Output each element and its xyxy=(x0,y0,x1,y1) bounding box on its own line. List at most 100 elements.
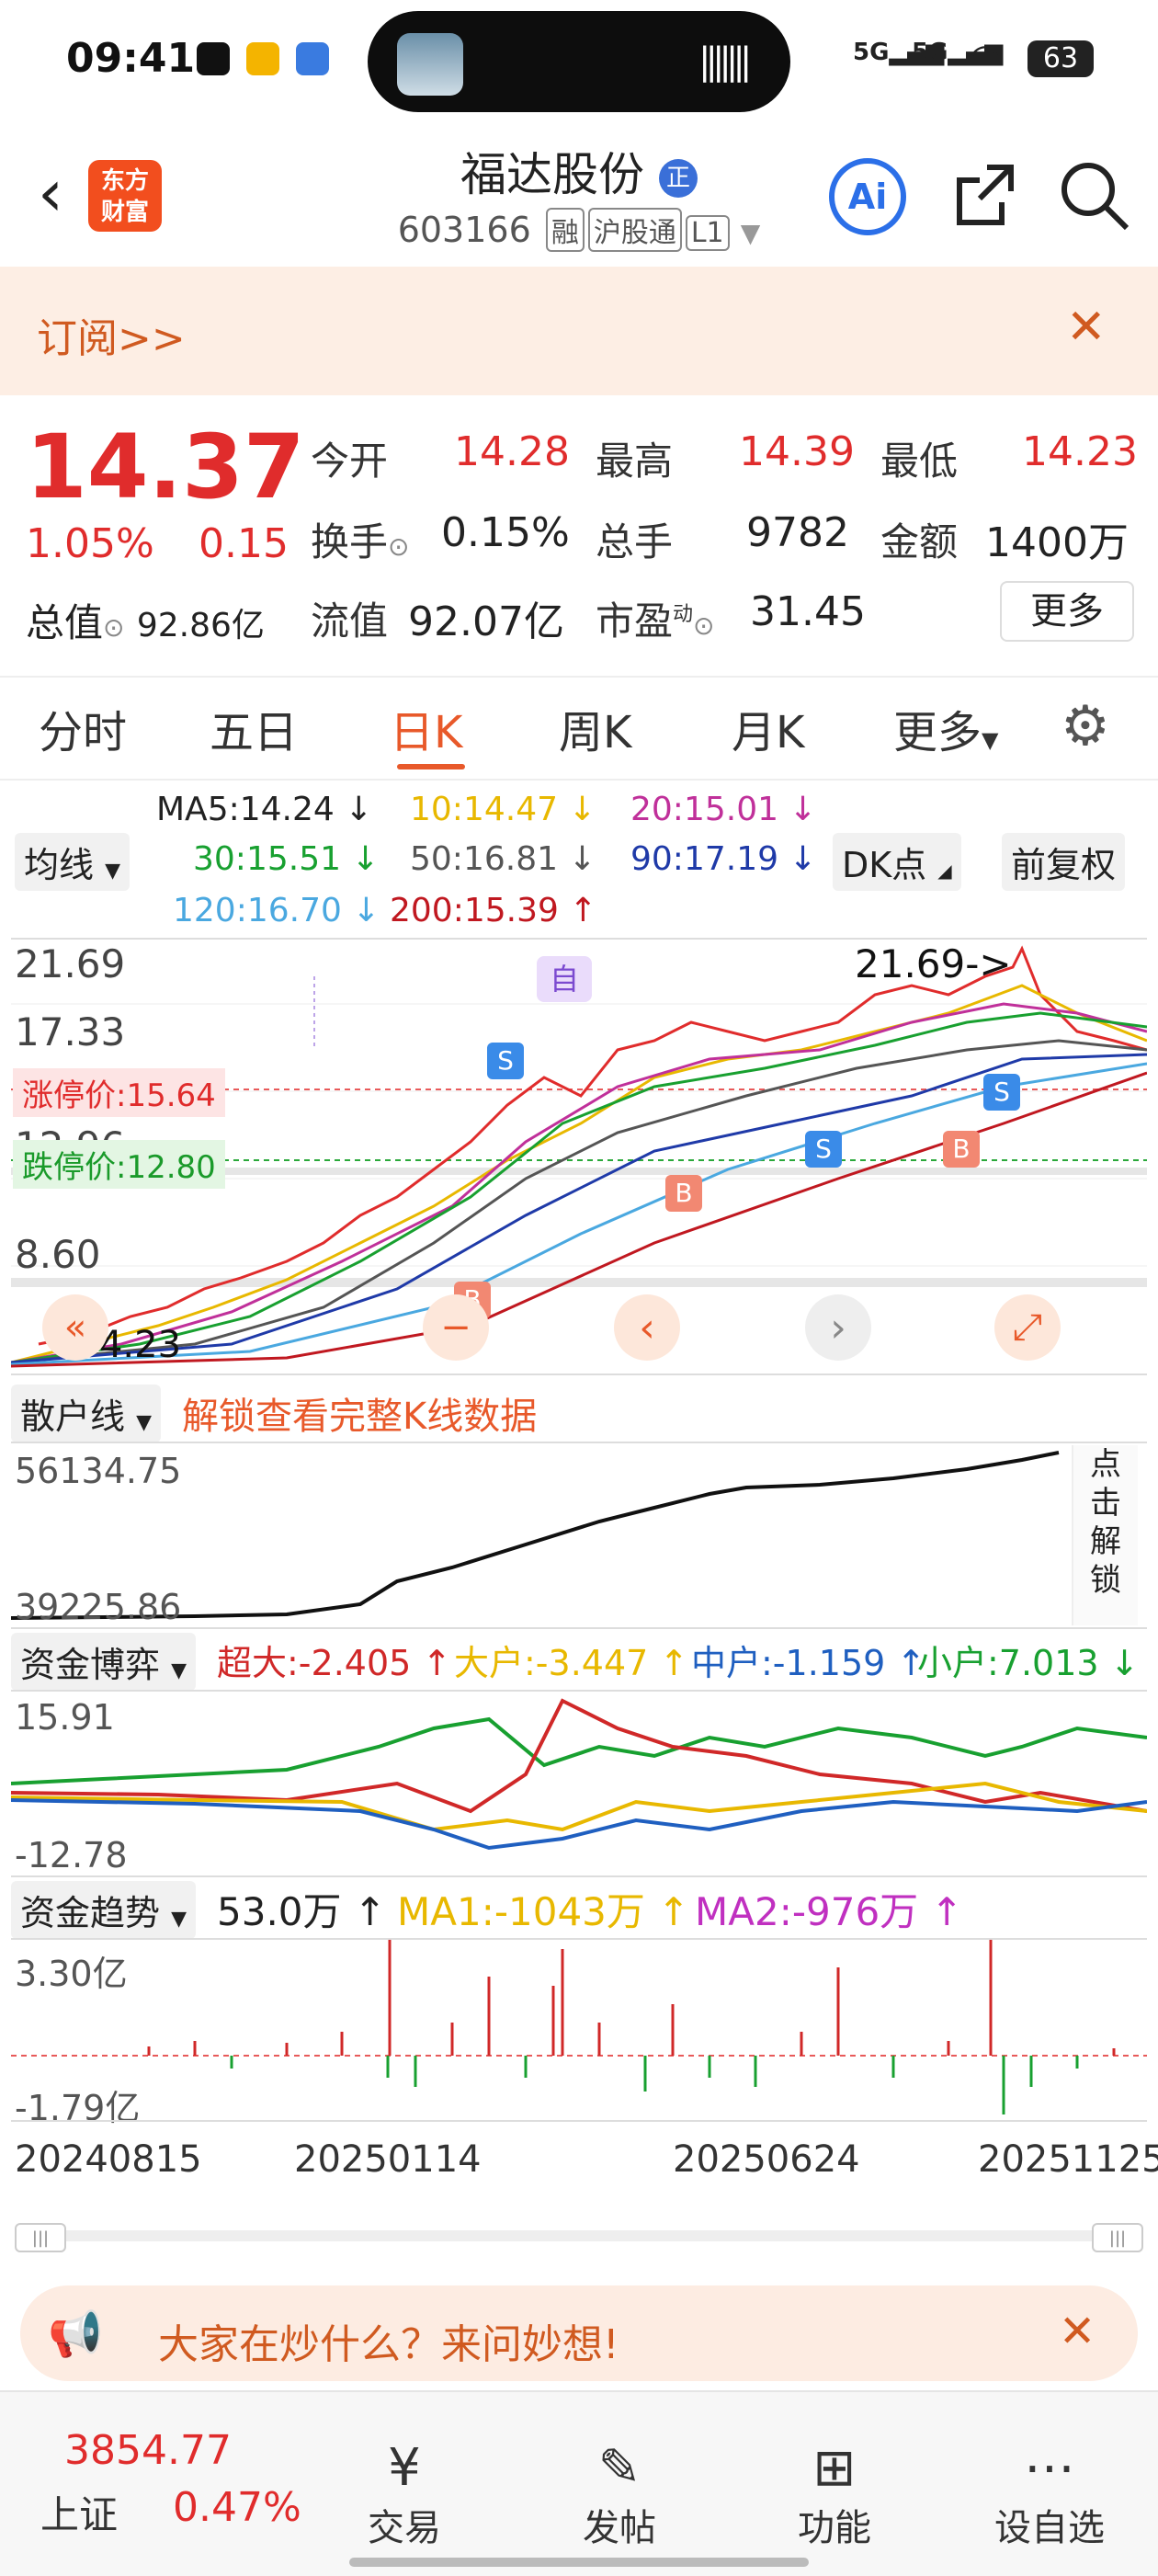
search-icon[interactable] xyxy=(1057,158,1130,232)
nav-trade-label: 交易 xyxy=(368,2507,441,2549)
info-icon: ⊙ xyxy=(103,612,125,643)
close-icon[interactable]: ✕ xyxy=(1066,300,1107,355)
more-button[interactable]: 更多 xyxy=(1000,581,1134,642)
sell-signal[interactable]: S xyxy=(983,1074,1020,1111)
capital-trend-ma1: MA1:-1043万 ↑ xyxy=(397,1889,690,1934)
buy-signal[interactable]: B xyxy=(943,1131,980,1168)
range-handle-right[interactable]: ||| xyxy=(1092,2223,1143,2252)
retail-selector-label: 散户线 xyxy=(20,1396,126,1437)
banner-text[interactable]: 订阅>> xyxy=(37,315,186,362)
next-icon[interactable]: › xyxy=(805,1294,871,1361)
ai-button[interactable]: Ai xyxy=(829,158,906,235)
turnover-label[interactable]: 换手⊙ xyxy=(311,511,409,567)
amount-value: 1400万 xyxy=(985,519,1129,566)
unlock-char: 击 xyxy=(1090,1485,1121,1522)
adjust-button[interactable]: 前复权 xyxy=(1002,833,1126,891)
capital-game-selector[interactable]: 资金博弈 ▼ xyxy=(11,1633,197,1691)
chart-border xyxy=(11,1373,1147,1375)
retail-selector[interactable]: 散户线 ▼ xyxy=(11,1385,162,1442)
medium-value: 中户:-1.159 ↑ xyxy=(691,1643,926,1683)
open-value: 14.28 xyxy=(454,428,570,475)
nav-trade[interactable]: ¥ 交易 xyxy=(331,2438,478,2551)
share-icon[interactable] xyxy=(950,158,1020,232)
grid-icon: ⊞ xyxy=(812,2438,857,2498)
market-cap[interactable]: 总值⊙ 92.86亿 xyxy=(26,592,265,648)
tab-monthly-k[interactable]: 月K xyxy=(732,707,805,758)
chart-border xyxy=(11,2120,1147,2122)
capital-trend-selector[interactable]: 资金趋势 ▼ xyxy=(11,1881,197,1939)
unlock-side-button[interactable]: 点 击 解 锁 xyxy=(1072,1445,1138,1625)
battery-icon: 63 xyxy=(1027,40,1094,77)
back-button[interactable]: ‹ xyxy=(38,155,63,231)
ma10-value: 10:14.47 ↓ xyxy=(410,791,596,828)
capital-game-chart xyxy=(11,1698,1147,1851)
index-widget[interactable]: 3854.77 上证 0.47% xyxy=(18,2420,312,2548)
high-value: 14.39 xyxy=(739,428,855,475)
dropdown-icon: ▼ xyxy=(136,1411,153,1434)
chart-border xyxy=(11,1442,1147,1443)
buy-signal[interactable]: B xyxy=(665,1175,702,1212)
dropdown-icon: ◢ xyxy=(937,860,952,882)
fullscreen-icon[interactable]: ⤢ xyxy=(994,1294,1061,1361)
tag-connect: 沪股通 xyxy=(587,208,682,252)
sell-signal[interactable]: S xyxy=(805,1131,842,1168)
retail-y-bottom: 39225.86 xyxy=(15,1587,182,1627)
tab-intraday[interactable]: 分时 xyxy=(39,707,128,758)
limit-up-label: 涨停价:15.64 xyxy=(13,1068,225,1117)
rewind-icon[interactable]: « xyxy=(42,1294,108,1361)
nav-post[interactable]: ✎ 发帖 xyxy=(546,2438,693,2551)
stock-code-row[interactable]: 603166 融沪股通 L1 ▼ xyxy=(0,208,1158,252)
self-marker: 自 xyxy=(537,956,592,1002)
close-icon[interactable]: ✕ xyxy=(1059,2306,1096,2357)
ma200-value: 200:15.39 ↑ xyxy=(390,892,597,929)
range-scrollbar[interactable] xyxy=(15,2230,1143,2241)
tab-daily-k[interactable]: 日K xyxy=(390,707,463,758)
capital-trend-chart xyxy=(11,1940,1147,2114)
tab-more[interactable]: 更多▼ xyxy=(893,696,998,760)
tab-weekly-k[interactable]: 周K xyxy=(559,707,632,758)
nav-add-watchlist[interactable]: ⋯ 设自选 xyxy=(976,2438,1123,2551)
sell-signal[interactable]: S xyxy=(487,1043,524,1079)
chart-border xyxy=(11,1690,1147,1692)
prev-icon[interactable]: ‹ xyxy=(614,1294,680,1361)
nav-post-label: 发帖 xyxy=(583,2507,656,2549)
app-logo: 东方 财富 xyxy=(88,160,162,232)
high-label: 最高 xyxy=(596,439,674,484)
nav-functions[interactable]: ⊞ 功能 xyxy=(761,2438,908,2551)
amount-label: 金额 xyxy=(880,519,959,564)
subscribe-banner[interactable]: 订阅>> ✕ xyxy=(0,267,1158,395)
super-large-value: 超大:-2.405 ↑ xyxy=(217,1643,452,1683)
pe-label-text: 市盈 xyxy=(596,598,674,644)
tag-level: L1 xyxy=(685,215,730,251)
signal-icon: 5G▂▄▆ xyxy=(853,39,945,66)
x-axis-label: 20250114 xyxy=(294,2138,482,2181)
retail-line-chart xyxy=(11,1451,1060,1620)
zoom-out-icon[interactable]: − xyxy=(423,1294,489,1361)
pe-label[interactable]: 市盈动⊙ xyxy=(596,590,715,646)
large-value: 大户:-3.447 ↑ xyxy=(454,1643,689,1683)
candles xyxy=(11,945,1147,1368)
nav-functions-label: 功能 xyxy=(798,2507,871,2549)
ma-selector-label: 均线 xyxy=(24,845,95,885)
range-handle-left[interactable]: ||| xyxy=(15,2223,66,2252)
market-cap-label: 总值 xyxy=(26,600,104,645)
index-value: 3854.77 xyxy=(64,2427,232,2474)
limit-down-label: 跌停价:12.80 xyxy=(13,1140,225,1189)
ma-selector[interactable]: 均线 ▼ xyxy=(15,833,131,891)
current-price: 14.37 xyxy=(26,416,305,519)
tab-five-day[interactable]: 五日 xyxy=(210,707,299,758)
settings-gear-icon[interactable]: ⚙ xyxy=(1061,694,1110,758)
ask-banner[interactable]: 📢 大家在炒什么？来问妙想! ✕ xyxy=(20,2285,1138,2381)
dropdown-icon: ▼ xyxy=(740,218,761,248)
ask-banner-text[interactable]: 大家在炒什么？来问妙想! xyxy=(158,2321,619,2368)
tag-margin: 融 xyxy=(545,208,585,252)
turnover-value: 0.15% xyxy=(441,509,570,556)
index-name: 上证 xyxy=(40,2492,119,2537)
chart-border xyxy=(11,1938,1147,1940)
capital-trend-label: 资金趋势 xyxy=(20,1893,161,1933)
unlock-link[interactable]: 解锁查看完整K线数据 xyxy=(182,1396,538,1438)
volume-value: 9782 xyxy=(746,509,849,556)
unlock-char: 锁 xyxy=(1090,1562,1121,1599)
home-indicator xyxy=(349,2558,809,2567)
dk-point-button[interactable]: DK点 ◢ xyxy=(833,833,961,891)
